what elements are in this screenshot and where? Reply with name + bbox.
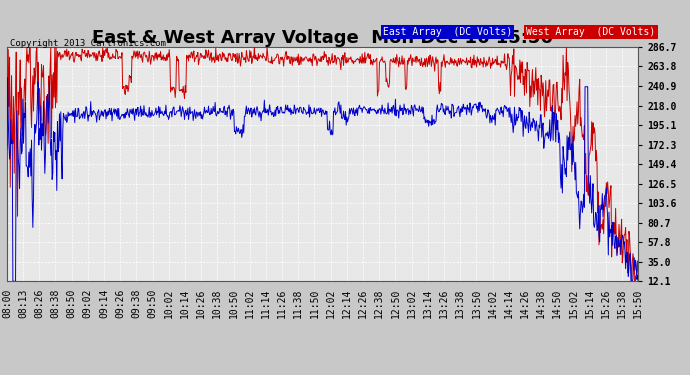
Text: Copyright 2013 Cartronics.com: Copyright 2013 Cartronics.com xyxy=(10,39,166,48)
Text: East Array  (DC Volts): East Array (DC Volts) xyxy=(383,27,512,37)
Title: East & West Array Voltage  Mon Dec 16 15:56: East & West Array Voltage Mon Dec 16 15:… xyxy=(92,29,553,47)
Text: West Array  (DC Volts): West Array (DC Volts) xyxy=(526,27,656,37)
